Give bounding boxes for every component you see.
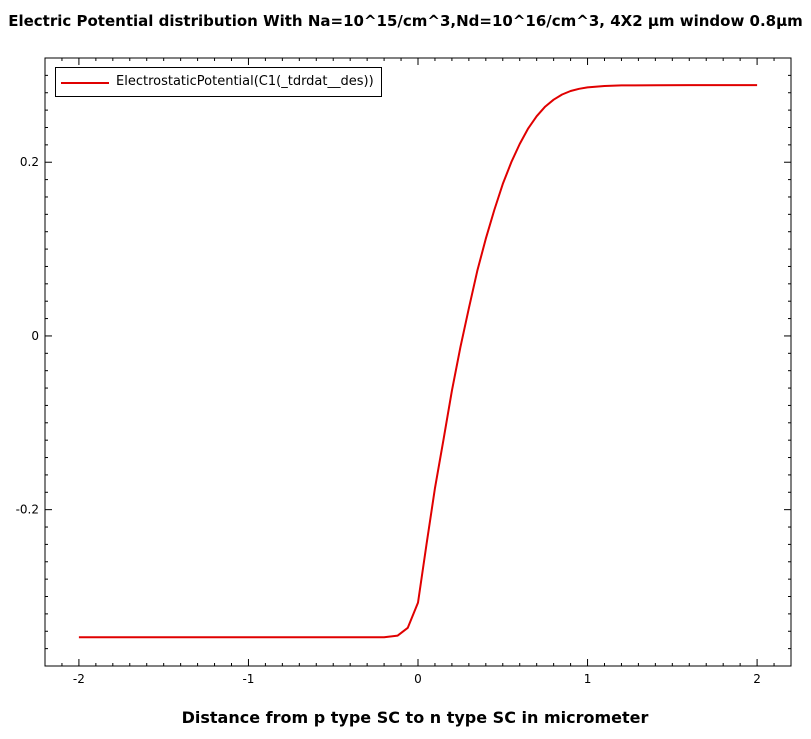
y-tick-label: 0 [31, 329, 39, 343]
x-tick-label: 2 [753, 672, 761, 686]
series-layer [78, 84, 758, 639]
y-axis: -0.2 0 0.2 [16, 57, 791, 667]
chart-title: Electric Potential distribution With Na=… [8, 12, 803, 30]
x-tick-label: 0 [414, 672, 422, 686]
series-line [78, 84, 758, 639]
x-tick-label: -1 [242, 672, 254, 686]
legend: ElectrostaticPotential(C1(_tdrdat__des)) [55, 67, 382, 97]
x-axis: -2 -1 0 1 2 [44, 58, 792, 686]
x-axis-label: Distance from p type SC to n type SC in … [181, 708, 649, 727]
y-tick-label: -0.2 [16, 503, 39, 517]
legend-label: ElectrostaticPotential(C1(_tdrdat__des)) [116, 74, 374, 89]
x-tick-label: 1 [584, 672, 592, 686]
plot-frame [44, 57, 792, 667]
y-tick-label: 0.2 [20, 155, 39, 169]
x-tick-label: -2 [73, 672, 85, 686]
legend-swatch [61, 82, 109, 84]
